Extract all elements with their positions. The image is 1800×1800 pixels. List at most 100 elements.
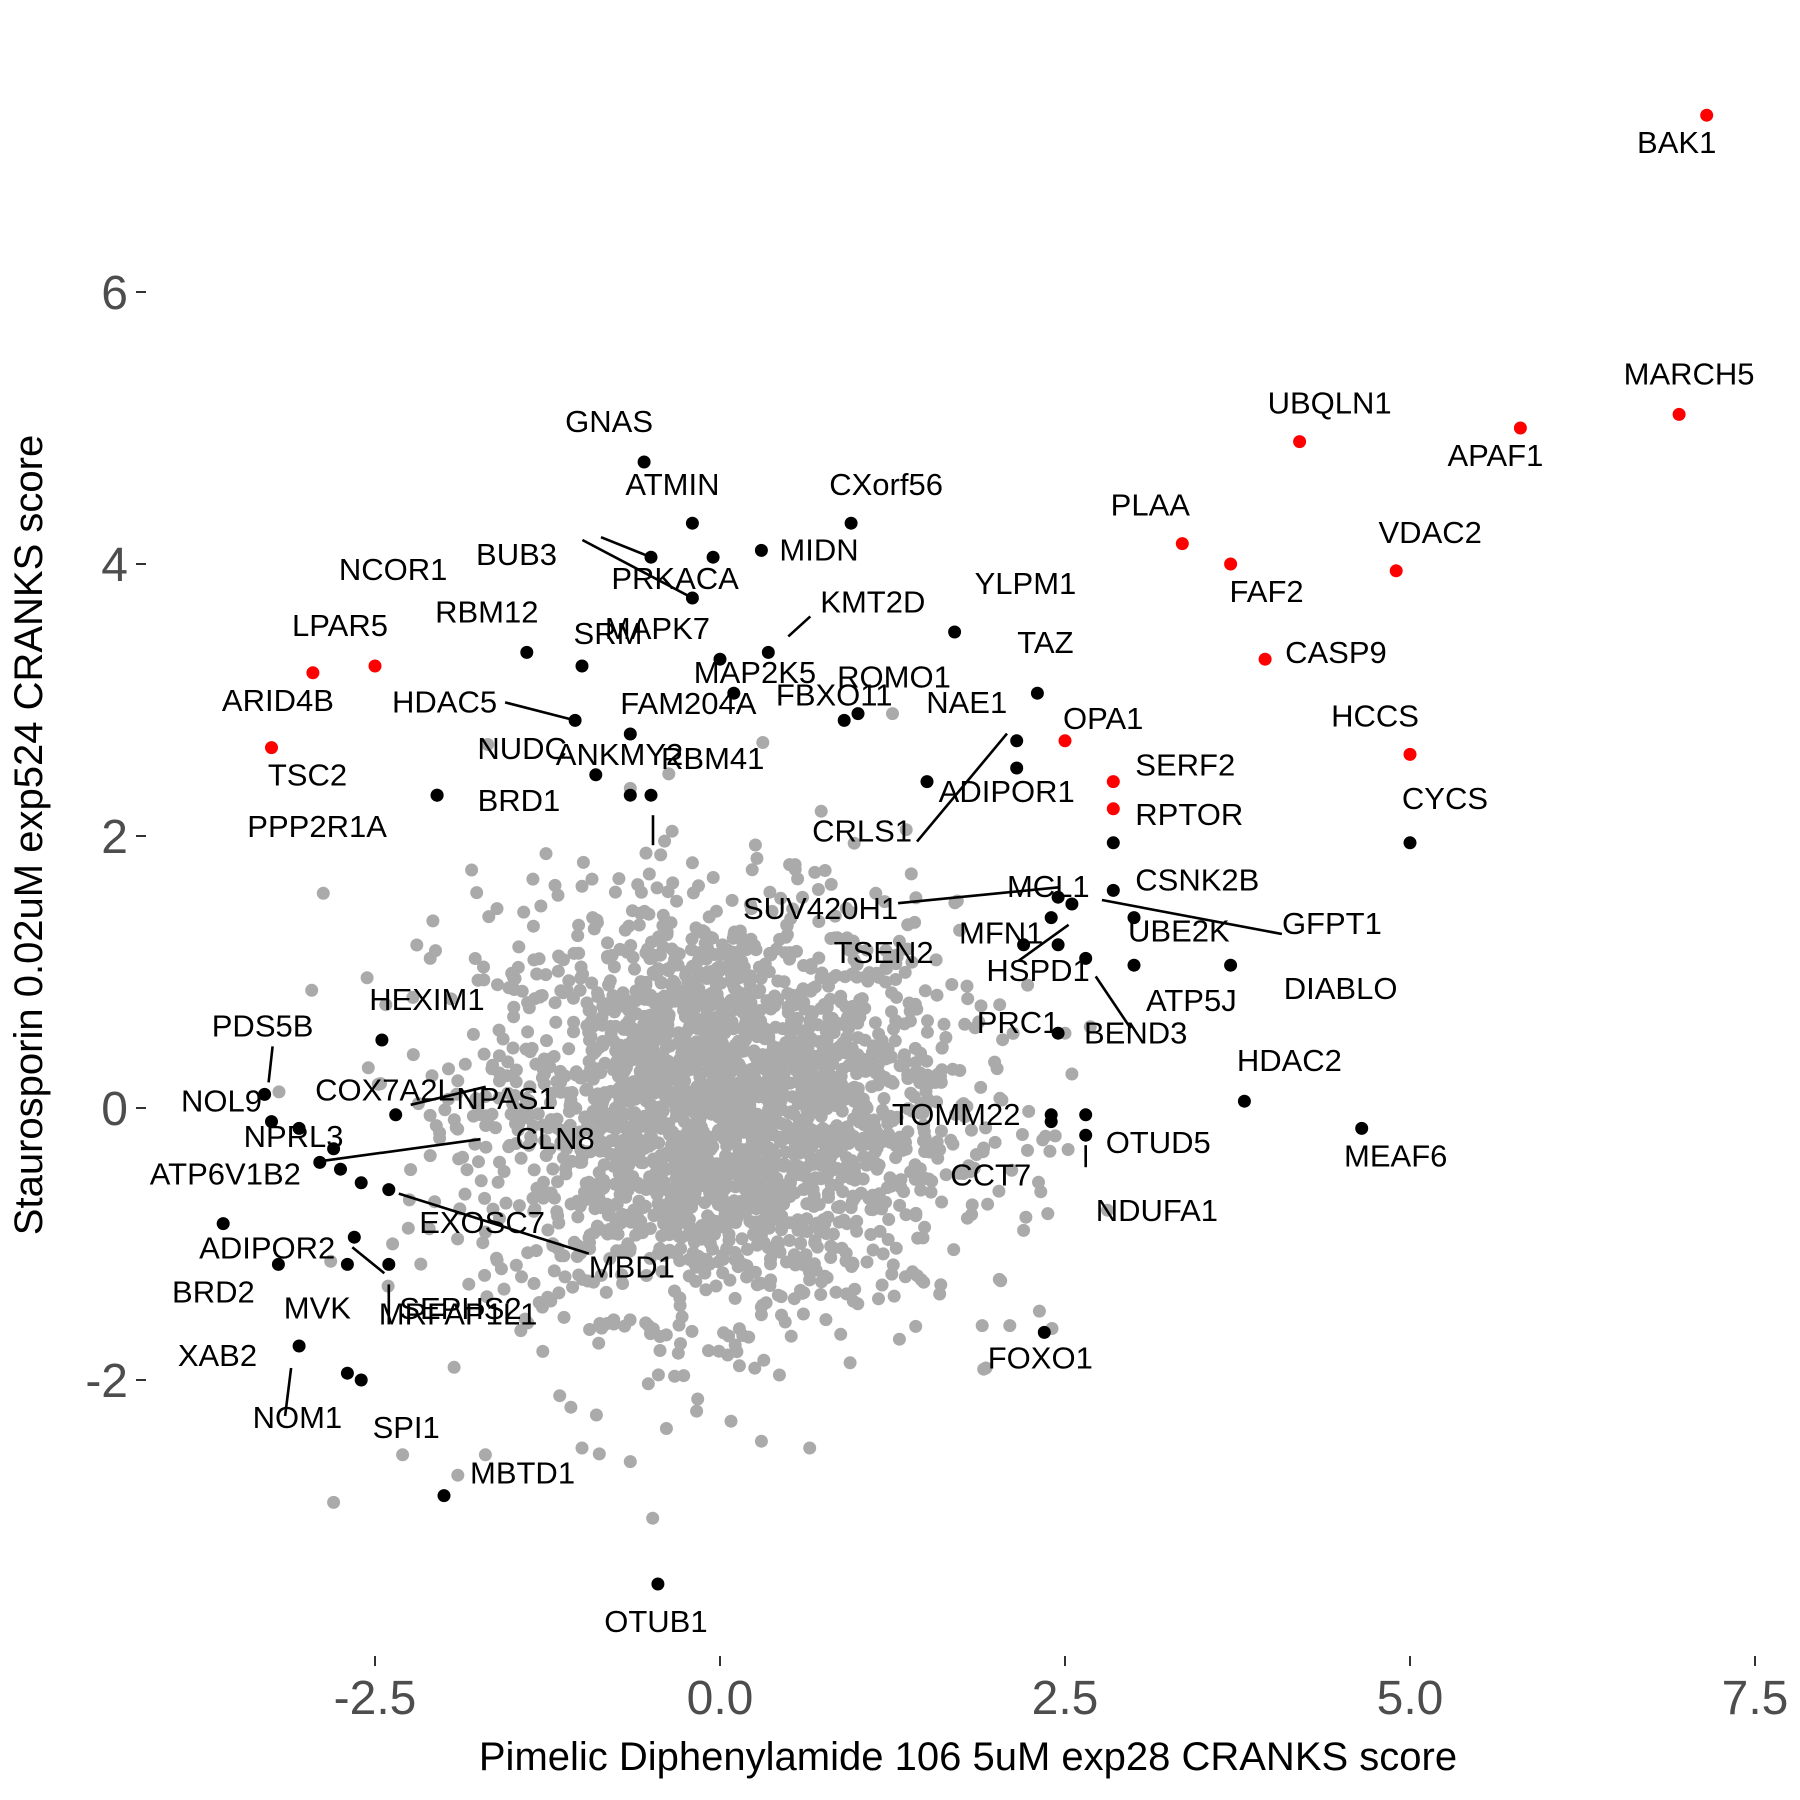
gene-label-otub1: OTUB1 [604, 1604, 707, 1639]
background-point [898, 965, 912, 979]
background-point [535, 1300, 549, 1314]
labeled-point-hdac2 [1237, 1094, 1251, 1108]
background-point [701, 941, 715, 955]
background-point [547, 1264, 561, 1278]
background-point [633, 1180, 647, 1194]
background-point [898, 1270, 912, 1284]
background-point [889, 1241, 903, 1255]
gene-label-atmin: ATMIN [625, 467, 719, 502]
highlight-point-bak1 [1700, 108, 1714, 122]
background-point [765, 904, 779, 918]
background-point [909, 1319, 923, 1333]
background-point [664, 1211, 678, 1225]
background-point [666, 876, 680, 890]
background-point [635, 984, 649, 998]
gene-label-rbm41: RBM41 [661, 741, 764, 776]
background-point [765, 996, 779, 1010]
gene-label-meaf6: MEAF6 [1344, 1138, 1447, 1173]
labeled-point-fam204a [623, 727, 637, 741]
highlight-point-tsc2 [265, 741, 278, 755]
y-tick-label: 2 [101, 811, 128, 864]
background-point [474, 1174, 488, 1188]
background-point [660, 928, 674, 942]
background-point [524, 1133, 538, 1147]
background-point [919, 1098, 933, 1112]
labeled-point-nom1 [340, 1366, 354, 1380]
x-tick-label: 5.0 [1377, 1672, 1444, 1725]
background-point [519, 1092, 533, 1105]
background-point [604, 1147, 618, 1161]
background-point [821, 1186, 835, 1200]
background-point [872, 1027, 886, 1041]
background-point [702, 1013, 716, 1027]
background-point [466, 1027, 480, 1041]
background-point [468, 952, 482, 965]
background-point [614, 1216, 628, 1230]
background-point [558, 1270, 572, 1284]
background-point [507, 1000, 521, 1014]
background-point [709, 978, 723, 992]
labeled-point-nprl3 [327, 1142, 341, 1156]
background-point [796, 1256, 810, 1270]
labeled-point-taz [1030, 686, 1044, 700]
background-point [683, 1059, 697, 1073]
background-point [379, 998, 393, 1012]
gene-label-suv420h1: SUV420H1 [743, 891, 898, 926]
background-point [541, 1290, 555, 1304]
background-point [665, 942, 679, 956]
background-point [656, 1073, 670, 1087]
background-point [881, 1233, 895, 1246]
background-point [723, 945, 737, 959]
highlight-point-casp9 [1258, 652, 1272, 666]
background-point [575, 1441, 589, 1455]
background-point [646, 1511, 660, 1525]
background-point [693, 970, 707, 984]
background-point [894, 1173, 908, 1187]
background-point [609, 1197, 623, 1211]
leader-mbd1 [398, 1192, 590, 1255]
background-point [965, 1198, 979, 1212]
labeled-point-midn [754, 543, 768, 557]
background-point [584, 1029, 598, 1043]
gene-label-mcl1: MCL1 [1007, 869, 1090, 904]
labeled-point-atp5j [1127, 958, 1141, 972]
background-point [627, 1209, 641, 1223]
background-point [552, 949, 566, 963]
background-point [897, 1048, 911, 1062]
background-point [674, 1242, 688, 1256]
gene-label-march5: MARCH5 [1624, 356, 1755, 391]
background-point [864, 1228, 878, 1241]
background-point [610, 1244, 624, 1258]
gene-label-casp9: CASP9 [1285, 635, 1387, 670]
background-point [616, 1144, 630, 1158]
background-point [754, 1276, 768, 1290]
labeled-point-rbm12 [520, 645, 534, 659]
leader-suv420h1 [897, 885, 1061, 905]
background-point [493, 1074, 506, 1088]
background-point [623, 1455, 637, 1469]
background-point [539, 1149, 553, 1162]
background-point [693, 1039, 707, 1053]
background-point [574, 960, 588, 974]
background-point [458, 1187, 472, 1201]
background-point [668, 977, 682, 991]
background-point [675, 1215, 689, 1229]
labeled-point-tsen2 [1017, 938, 1031, 952]
background-point [673, 1254, 687, 1268]
background-point [788, 858, 802, 872]
background-point [725, 1001, 739, 1015]
background-point [642, 867, 656, 881]
labeled-point-foxo1 [1037, 1325, 1051, 1339]
background-point [839, 1151, 853, 1164]
background-point [833, 1201, 846, 1215]
background-point [801, 1111, 815, 1124]
background-point [699, 1283, 713, 1297]
background-point [839, 901, 853, 915]
background-point [654, 848, 668, 862]
background-point [914, 1183, 928, 1197]
background-point [937, 1017, 951, 1031]
highlight-point-lpar5 [368, 659, 382, 673]
background-point [901, 1068, 915, 1082]
gene-label-plaa: PLAA [1111, 488, 1191, 523]
background-point [567, 1015, 581, 1029]
